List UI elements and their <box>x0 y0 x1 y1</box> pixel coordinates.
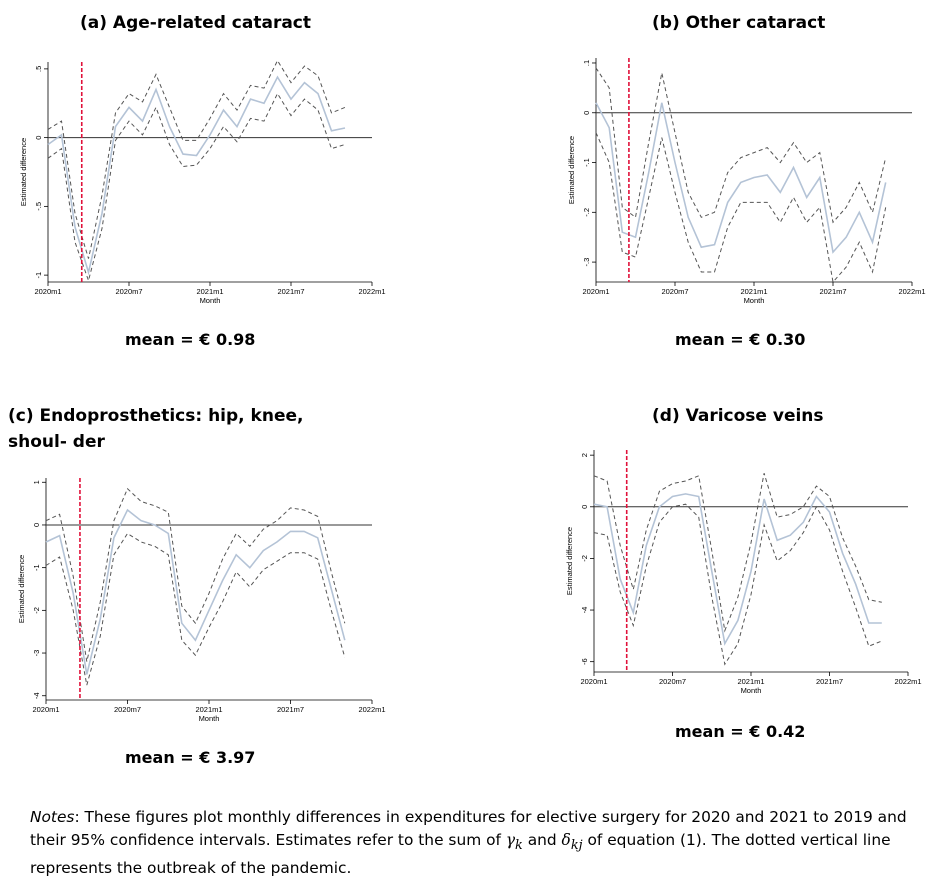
gamma-symbol: γ <box>505 831 516 849</box>
panel-d-x-axis-label: Month <box>741 686 762 695</box>
panel-a-x-axis-label: Month <box>200 296 221 305</box>
panel-a-x-tick-label: 2020m7 <box>115 287 142 296</box>
panel-a-x-tick-label: 2021m7 <box>277 287 304 296</box>
panel-a-y-tick-label: -.5 <box>34 202 43 211</box>
panel-c-y-tick-label: -2 <box>32 607 41 614</box>
panel-c-y-tick-label: -3 <box>32 650 41 657</box>
panel-a-estimate-line <box>47 75 346 276</box>
panel-b-y-tick-label: 0 <box>582 111 591 115</box>
notes-label: Notes <box>30 808 75 826</box>
delta-symbol: δ <box>561 831 571 849</box>
panel-a-lower-ci-line <box>47 92 346 283</box>
figure-notes: Notes: These figures plot monthly differ… <box>30 806 920 880</box>
notes-and: and <box>522 831 562 849</box>
panel-c-y-tick-label: 1 <box>32 480 41 484</box>
panel-a-x-tick-label: 2021m1 <box>196 287 223 296</box>
panel-d-y-tick-label: -2 <box>580 555 589 562</box>
panel-b-y-tick-label: -.1 <box>582 158 591 167</box>
panel-c-x-tick-label: 2020m7 <box>114 705 141 714</box>
panel-b-x-tick-label: 2020m1 <box>582 287 609 296</box>
panel-d-y-tick-label: -6 <box>580 658 589 665</box>
panel-d-mean: mean = € 0.42 <box>675 722 806 741</box>
panel-c-x-tick-label: 2020m1 <box>32 705 59 714</box>
panel-c-x-tick-label: 2021m7 <box>277 705 304 714</box>
panel-d-lower-ci-line <box>593 503 882 666</box>
panel-a-upper-ci-line <box>47 59 346 259</box>
panel-b-x-tick-label: 2020m7 <box>661 287 688 296</box>
panel-c-x-tick-label: 2022m1 <box>358 705 385 714</box>
panel-c-title: (c) Endoprosthetics: hip, knee, shoul- d… <box>8 406 304 452</box>
panel-a-y-tick-label: 0 <box>34 136 43 140</box>
panel-c-lower-ci-line <box>45 532 346 686</box>
panel-a-x-tick-label: 2022m1 <box>358 287 385 296</box>
panel-b-upper-ci-line <box>595 67 887 224</box>
panel-b-x-axis-label: Month <box>744 296 765 305</box>
panel-b-estimate-line <box>595 102 887 254</box>
panel-a-x-tick-label: 2020m1 <box>34 287 61 296</box>
panel-d-x-tick-label: 2020m1 <box>580 677 607 686</box>
panel-b-y-axis-label: Estimated difference <box>567 136 576 204</box>
panel-c-x-axis-label: Month <box>199 714 220 723</box>
panel-b-y-tick-label: .1 <box>582 60 591 66</box>
panel-d-upper-ci-line <box>593 473 882 633</box>
panel-a-title: (a) Age-related cataract <box>80 13 312 33</box>
panel-a-y-tick-label: -1 <box>34 272 43 279</box>
panel-c-estimate-line <box>45 508 346 675</box>
panel-a-y-axis-label: Estimated difference <box>19 138 28 206</box>
panel-c-mean: mean = € 3.97 <box>125 748 256 767</box>
panel-a-y-tick-label: .5 <box>34 66 43 72</box>
notes-text-2: of equation (1). The dotted vertical lin… <box>30 831 891 878</box>
panel-b-x-tick-label: 2021m1 <box>740 287 767 296</box>
panel-d-y-axis-label: Estimated difference <box>565 527 574 595</box>
panel-c-upper-ci-line <box>45 487 346 662</box>
panel-c-y-axis-label: Estimated difference <box>17 555 26 623</box>
panel-c-y-tick-label: -4 <box>32 692 41 699</box>
panel-b-y-tick-label: -.2 <box>582 208 591 217</box>
panel-d-x-tick-label: 2022m1 <box>894 677 921 686</box>
panel-b-x-tick-label: 2022m1 <box>898 287 925 296</box>
panel-c-y-tick-label: -1 <box>32 564 41 571</box>
panel-d-y-tick-label: -4 <box>580 607 589 614</box>
panel-b-title: (b) Other cataract <box>652 13 826 33</box>
panel-d-estimate-line <box>593 493 882 646</box>
panel-d-y-tick-label: 2 <box>580 453 589 457</box>
panel-d-title: (d) Varicose veins <box>652 406 824 426</box>
panel-b-mean: mean = € 0.30 <box>675 330 806 349</box>
panel-d-x-tick-label: 2020m7 <box>659 677 686 686</box>
delta-subscript: kj <box>570 838 583 854</box>
panel-b-y-tick-label: -.3 <box>582 258 591 267</box>
panel-c-y-tick-label: 0 <box>32 523 41 527</box>
panel-d-x-tick-label: 2021m7 <box>816 677 843 686</box>
panel-c-x-tick-label: 2021m1 <box>195 705 222 714</box>
gamma-subscript: k <box>515 838 523 854</box>
panel-a-mean: mean = € 0.98 <box>125 330 256 349</box>
panel-d-x-tick-label: 2021m1 <box>737 677 764 686</box>
panel-b-lower-ci-line <box>595 132 887 284</box>
notes-text-1: : These figures plot monthly differences… <box>30 808 907 849</box>
panel-b-x-tick-label: 2021m7 <box>819 287 846 296</box>
panel-d-y-tick-label: 0 <box>580 505 589 509</box>
